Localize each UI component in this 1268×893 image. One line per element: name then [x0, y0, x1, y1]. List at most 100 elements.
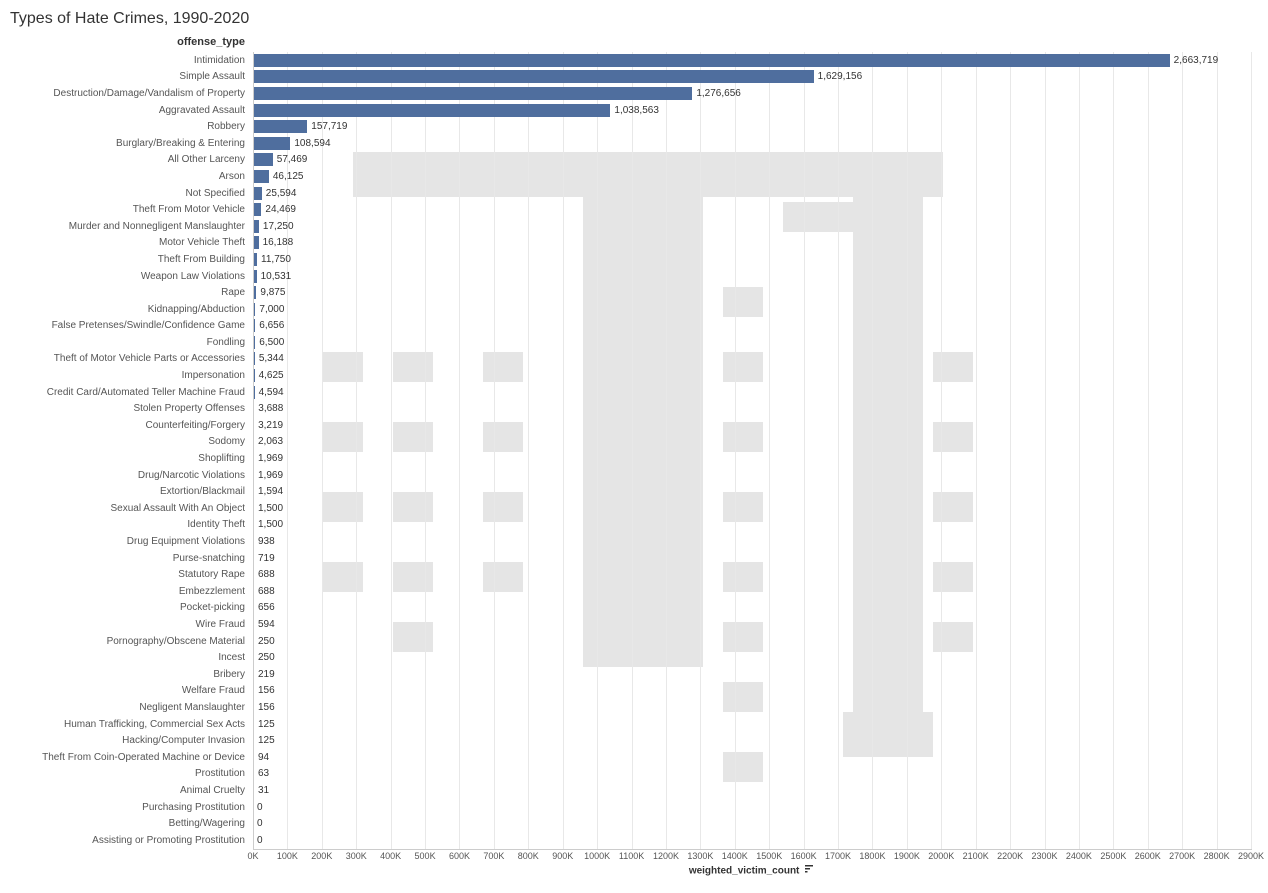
bar-cell: 0 — [253, 833, 1251, 847]
chart-title: Types of Hate Crimes, 1990-2020 — [0, 0, 1268, 36]
category-label: Betting/Wagering — [10, 818, 249, 829]
bar-cell: 125 — [253, 734, 1251, 748]
x-tick-label: 1300K — [687, 851, 713, 861]
bar-row: Welfare Fraud 156 — [10, 683, 1251, 700]
category-label: Pornography/Obscene Material — [10, 636, 249, 647]
bar-cell: 6,500 — [253, 335, 1251, 349]
bar-value-label: 4,625 — [255, 370, 284, 381]
bar-cell: 656 — [253, 601, 1251, 615]
category-label: Drug Equipment Violations — [10, 536, 249, 547]
bar-value-label: 938 — [254, 536, 275, 547]
bar-value-label: 594 — [254, 619, 275, 630]
chart-rows: Intimidation2,663,719Simple Assault1,629… — [10, 52, 1251, 849]
bar-row: Statutory Rape688 — [10, 566, 1251, 583]
bar-cell: 4,594 — [253, 385, 1251, 399]
bar-value-label: 156 — [254, 685, 275, 696]
bar-cell: 0 — [253, 800, 1251, 814]
category-label: Not Specified — [10, 188, 249, 199]
bar[interactable] — [253, 137, 290, 150]
bar-value-label: 219 — [254, 669, 275, 680]
sort-descending-icon — [805, 865, 815, 877]
x-tick-label: 2600K — [1135, 851, 1161, 861]
bar-cell: 25,594 — [253, 186, 1251, 200]
bar-value-label: 9,875 — [256, 287, 285, 298]
bar-value-label: 157,719 — [307, 121, 347, 132]
bar[interactable] — [253, 70, 814, 83]
category-label: Wire Fraud — [10, 619, 249, 630]
category-label: Aggravated Assault — [10, 105, 249, 116]
bar-row: Theft of Motor Vehicle Parts or Accessor… — [10, 351, 1251, 368]
bar-cell: 1,969 — [253, 468, 1251, 482]
bar-value-label: 1,500 — [254, 519, 283, 530]
bar-value-label: 1,038,563 — [610, 105, 659, 116]
x-tick-label: 2400K — [1066, 851, 1092, 861]
bar-row: Identity Theft1,500 — [10, 517, 1251, 534]
x-tick-label: 500K — [415, 851, 436, 861]
category-label: Sexual Assault With An Object — [10, 503, 249, 514]
category-label: Credit Card/Automated Teller Machine Fra… — [10, 387, 249, 398]
category-label: Robbery — [10, 121, 249, 132]
bar-row: Incest250 — [10, 649, 1251, 666]
bar-value-label: 125 — [254, 719, 275, 730]
bar-cell: 3,219 — [253, 418, 1251, 432]
bar-cell: 4,625 — [253, 369, 1251, 383]
bar-value-label: 125 — [254, 735, 275, 746]
bar-value-label: 57,469 — [273, 154, 308, 165]
bar[interactable] — [253, 153, 273, 166]
bar-cell: 1,500 — [253, 501, 1251, 515]
bar-row: Robbery 157,719 — [10, 118, 1251, 135]
bar[interactable] — [253, 170, 269, 183]
x-tick-label: 700K — [483, 851, 504, 861]
bar-cell: 250 — [253, 634, 1251, 648]
bar-value-label: 63 — [254, 768, 269, 779]
x-tick-label: 300K — [346, 851, 367, 861]
bar-row: All Other Larceny57,469 — [10, 152, 1251, 169]
bar-row: Impersonation 4,625 — [10, 367, 1251, 384]
bar-cell: 46,125 — [253, 169, 1251, 183]
bar-cell: 938 — [253, 535, 1251, 549]
x-axis: 0K100K200K300K400K500K600K700K800K900K10… — [253, 851, 1251, 865]
bar-cell: 24,469 — [253, 203, 1251, 217]
bar-row: Drug Equipment Violations 938 — [10, 533, 1251, 550]
bar-value-label: 156 — [254, 702, 275, 713]
bar-value-label: 250 — [254, 652, 275, 663]
bar[interactable] — [253, 120, 307, 133]
bar[interactable] — [253, 203, 261, 216]
bar-value-label: 688 — [254, 586, 275, 597]
x-tick-label: 2100K — [963, 851, 989, 861]
bar[interactable] — [253, 87, 692, 100]
category-label: Intimidation — [10, 55, 249, 66]
category-label: Hacking/Computer Invasion — [10, 735, 249, 746]
x-tick-label: 1000K — [584, 851, 610, 861]
bar-cell: 125 — [253, 717, 1251, 731]
category-label: Stolen Property Offenses — [10, 403, 249, 414]
bar-cell: 2,663,719 — [253, 53, 1251, 67]
bar-cell: 31 — [253, 783, 1251, 797]
bar[interactable] — [253, 187, 262, 200]
category-label: Prostitution — [10, 768, 249, 779]
bar-cell: 63 — [253, 767, 1251, 781]
category-label: Impersonation — [10, 370, 249, 381]
x-axis-title[interactable]: weighted_victim_count — [253, 865, 1251, 877]
bar-cell: 1,500 — [253, 518, 1251, 532]
x-tick-label: 2900K — [1238, 851, 1264, 861]
x-tick-label: 1100K — [619, 851, 644, 861]
bar-cell: 1,276,656 — [253, 86, 1251, 100]
x-tick-label: 1900K — [894, 851, 920, 861]
bar-value-label: 94 — [254, 752, 269, 763]
bar[interactable] — [253, 54, 1170, 67]
bar-row: Extortion/Blackmail1,594 — [10, 483, 1251, 500]
bar-row: Prostitution 63 — [10, 766, 1251, 783]
x-tick-label: 2500K — [1100, 851, 1126, 861]
category-label: False Pretenses/Swindle/Confidence Game — [10, 320, 249, 331]
bar-value-label: 6,656 — [255, 320, 284, 331]
bar-cell: 7,000 — [253, 302, 1251, 316]
category-label: Statutory Rape — [10, 569, 249, 580]
bar-value-label: 4,594 — [255, 387, 284, 398]
x-tick-label: 2200K — [997, 851, 1023, 861]
bar-cell: 57,469 — [253, 153, 1251, 167]
category-label: Theft From Coin-Operated Machine or Devi… — [10, 752, 249, 763]
bar[interactable] — [253, 104, 610, 117]
category-label: Welfare Fraud — [10, 685, 249, 696]
category-label: Theft From Building — [10, 254, 249, 265]
